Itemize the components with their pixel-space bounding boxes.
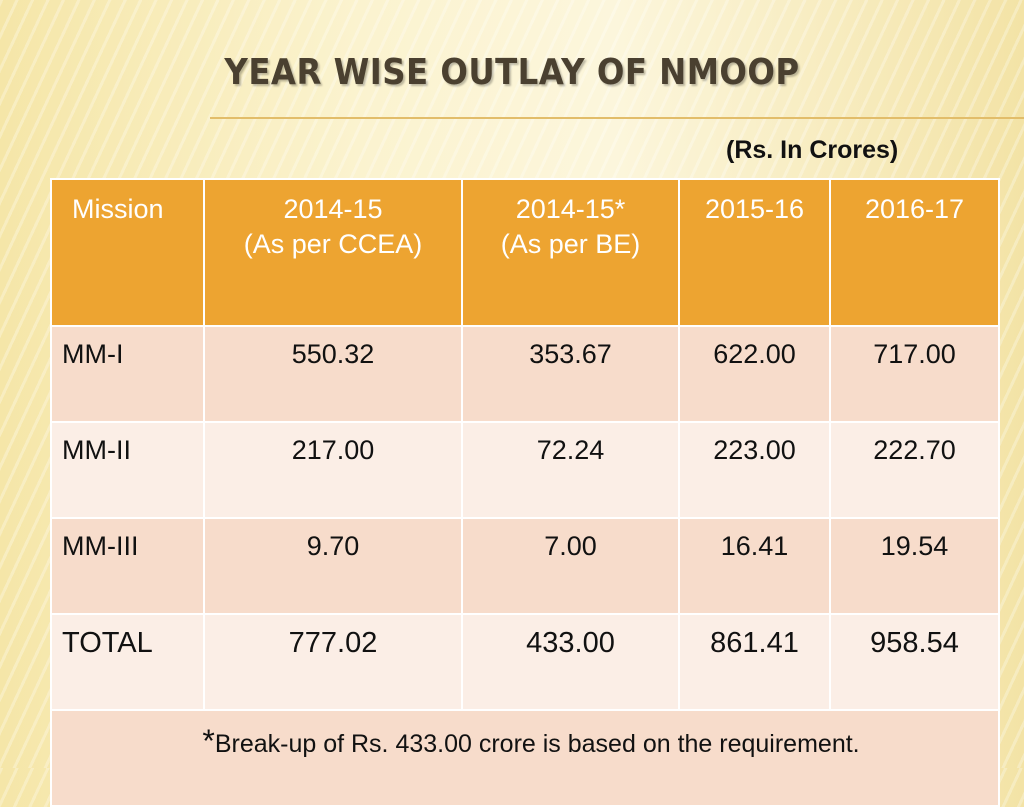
footnote-star: * — [202, 723, 215, 759]
footnote-text: Break-up of Rs. 433.00 crore is based on… — [214, 730, 860, 758]
header-2014-15-be: 2014-15* (As per BE) — [461, 178, 680, 327]
table-row-mm-ii: MM-II 217.00 72.24 223.00 222.70 — [50, 421, 1000, 519]
slide-title: YEAR WISE OUTLAY OF NMOOP — [224, 52, 800, 93]
row-label: MM-III — [50, 517, 205, 615]
table-cell: 777.02 — [203, 613, 463, 711]
table-row-note: *Break-up of Rs. 433.00 crore is based o… — [50, 709, 1000, 807]
outlay-table: Mission 2014-15 (As per CCEA) 2014-15* (… — [50, 178, 1000, 807]
header-sub-label: (As per BE) — [500, 228, 641, 259]
table-cell: 217.00 — [203, 421, 463, 519]
table-cell: 353.67 — [461, 325, 680, 423]
header-year-label: 2014-15 — [283, 194, 383, 224]
row-label: TOTAL — [50, 613, 205, 711]
table-cell: 16.41 — [678, 517, 831, 615]
table-cell: 9.70 — [203, 517, 463, 615]
table-cell: 222.70 — [829, 421, 1000, 519]
units-label: (Rs. In Crores) — [726, 136, 899, 164]
table-cell: 717.00 — [829, 325, 1000, 423]
table-cell: 622.00 — [678, 325, 831, 423]
row-label: MM-I — [50, 325, 205, 423]
header-2015-16: 2015-16 — [678, 178, 831, 327]
header-2014-15-ccea: 2014-15 (As per CCEA) — [203, 178, 463, 327]
table-cell: 550.32 — [203, 325, 463, 423]
table-cell: 72.24 — [461, 421, 680, 519]
table-cell: 223.00 — [678, 421, 831, 519]
row-label: MM-II — [50, 421, 205, 519]
header-year-label: 2015-16 — [704, 194, 805, 224]
table-row-total: TOTAL 777.02 433.00 861.41 958.54 — [50, 613, 1000, 711]
header-year-label: 2014-15* — [515, 194, 626, 224]
footnote-cell: *Break-up of Rs. 433.00 crore is based o… — [50, 709, 1000, 807]
header-sub-label: (As per CCEA) — [243, 228, 423, 259]
table-cell: 433.00 — [461, 613, 680, 711]
table-row-mm-iii: MM-III 9.70 7.00 16.41 19.54 — [50, 517, 1000, 615]
header-year-label: 2016-17 — [864, 194, 965, 224]
header-2016-17: 2016-17 — [829, 178, 1000, 327]
table-cell: 958.54 — [829, 613, 1000, 711]
header-mission: Mission — [50, 178, 205, 327]
title-divider — [210, 117, 1024, 119]
table-cell: 19.54 — [829, 517, 1000, 615]
table-cell: 861.41 — [678, 613, 831, 711]
header-mission-label: Mission — [72, 194, 164, 224]
table-cell: 7.00 — [461, 517, 680, 615]
header-row: Mission 2014-15 (As per CCEA) 2014-15* (… — [50, 178, 1000, 327]
table-row-mm-i: MM-I 550.32 353.67 622.00 717.00 — [50, 325, 1000, 423]
